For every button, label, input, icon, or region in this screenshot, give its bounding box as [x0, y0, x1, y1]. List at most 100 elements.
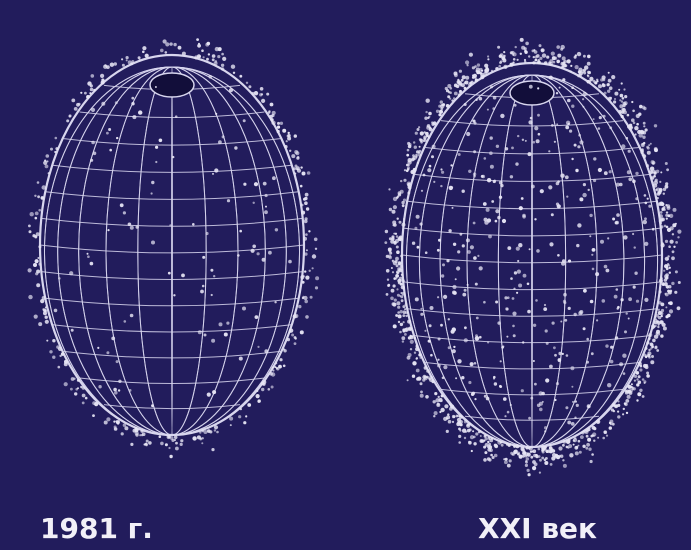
debris-dot	[528, 55, 531, 58]
debris-dot	[115, 360, 119, 364]
debris-dot	[519, 52, 522, 55]
debris-dot	[620, 82, 623, 85]
debris-dot	[315, 276, 320, 281]
debris-dot	[314, 286, 319, 290]
debris-dot	[668, 285, 672, 289]
debris-dot	[525, 41, 529, 46]
debris-dot	[513, 450, 518, 455]
debris-dot	[488, 445, 493, 450]
debris-dot	[589, 235, 592, 238]
debris-dot	[532, 61, 536, 65]
debris-dot	[657, 325, 660, 329]
debris-dot	[213, 425, 219, 430]
pole	[509, 80, 555, 106]
debris-dot	[57, 365, 61, 369]
debris-dot	[622, 353, 627, 358]
debris-dot	[423, 366, 428, 370]
debris-dot	[672, 207, 677, 212]
debris-dot	[395, 235, 399, 238]
debris-dot	[456, 422, 461, 427]
debris-dot	[165, 42, 170, 47]
debris-dot	[593, 157, 597, 161]
debris-dot	[272, 369, 275, 372]
debris-dot	[41, 296, 46, 300]
debris-dot	[140, 429, 144, 433]
debris-dot	[243, 421, 247, 425]
debris-dot	[125, 59, 128, 62]
debris-dot	[549, 242, 554, 247]
debris-dot	[293, 167, 296, 171]
debris-dot	[648, 144, 651, 147]
debris-dot	[482, 75, 485, 78]
debris-dot	[416, 128, 420, 131]
debris-dot	[442, 263, 445, 267]
debris-dot	[418, 126, 421, 129]
debris-dot	[299, 184, 303, 188]
debris-dot	[451, 349, 456, 354]
debris-dot	[135, 225, 139, 229]
debris-dot	[447, 346, 451, 350]
debris-dot	[567, 420, 572, 425]
debris-dot	[205, 231, 209, 236]
debris-dot	[555, 382, 560, 386]
debris-dot	[664, 292, 669, 297]
debris-dot	[33, 314, 38, 319]
debris-dot	[387, 284, 390, 287]
debris-dot	[420, 307, 423, 310]
debris-dot	[566, 195, 569, 198]
debris-dot	[208, 75, 213, 79]
debris-dot	[106, 417, 111, 422]
debris-dot	[579, 140, 584, 145]
debris-dot	[534, 126, 539, 131]
debris-dot	[254, 315, 259, 319]
debris-dot	[122, 423, 127, 427]
debris-dot	[619, 182, 623, 187]
debris-dot	[169, 224, 172, 227]
debris-dot	[411, 241, 416, 245]
debris-dot	[456, 266, 461, 271]
debris-dot	[541, 53, 547, 58]
debris-dot	[226, 199, 231, 203]
debris-dot	[70, 328, 74, 332]
debris-dot	[549, 463, 553, 466]
debris-dot	[409, 339, 414, 344]
debris-dot	[583, 429, 588, 434]
debris-dot	[419, 131, 424, 136]
debris-dot	[637, 392, 642, 397]
debris-dot	[665, 217, 668, 220]
debris-dot	[276, 129, 280, 134]
debris-dot	[487, 436, 491, 439]
debris-dot	[544, 329, 548, 333]
debris-dot	[655, 314, 659, 318]
debris-dot	[634, 271, 638, 275]
debris-dot	[444, 86, 448, 91]
debris-dot	[303, 197, 306, 201]
debris-dot	[313, 237, 318, 242]
debris-dot	[534, 218, 537, 221]
debris-dot	[618, 88, 621, 91]
debris-dot	[427, 136, 431, 139]
debris-dot	[660, 308, 665, 313]
debris-dot	[40, 299, 45, 304]
debris-dot	[549, 444, 552, 447]
debris-dot	[502, 58, 507, 63]
debris-dot	[435, 109, 440, 114]
debris-dot	[396, 288, 399, 291]
debris-dot	[130, 442, 134, 446]
debris-dot	[424, 329, 427, 332]
debris-dot	[36, 269, 41, 274]
debris-dot	[543, 61, 548, 65]
debris-dot	[234, 146, 238, 150]
debris-dot	[608, 426, 612, 430]
debris-dot	[614, 91, 619, 96]
debris-dot	[587, 54, 591, 59]
debris-dot	[676, 306, 681, 311]
debris-dot	[439, 109, 443, 114]
debris-dot	[574, 437, 577, 440]
debris-dot	[539, 189, 544, 194]
debris-dot	[493, 382, 498, 386]
debris-dot	[492, 107, 496, 110]
debris-dot	[620, 100, 624, 103]
debris-dot	[285, 140, 288, 143]
debris-dot	[217, 55, 221, 59]
